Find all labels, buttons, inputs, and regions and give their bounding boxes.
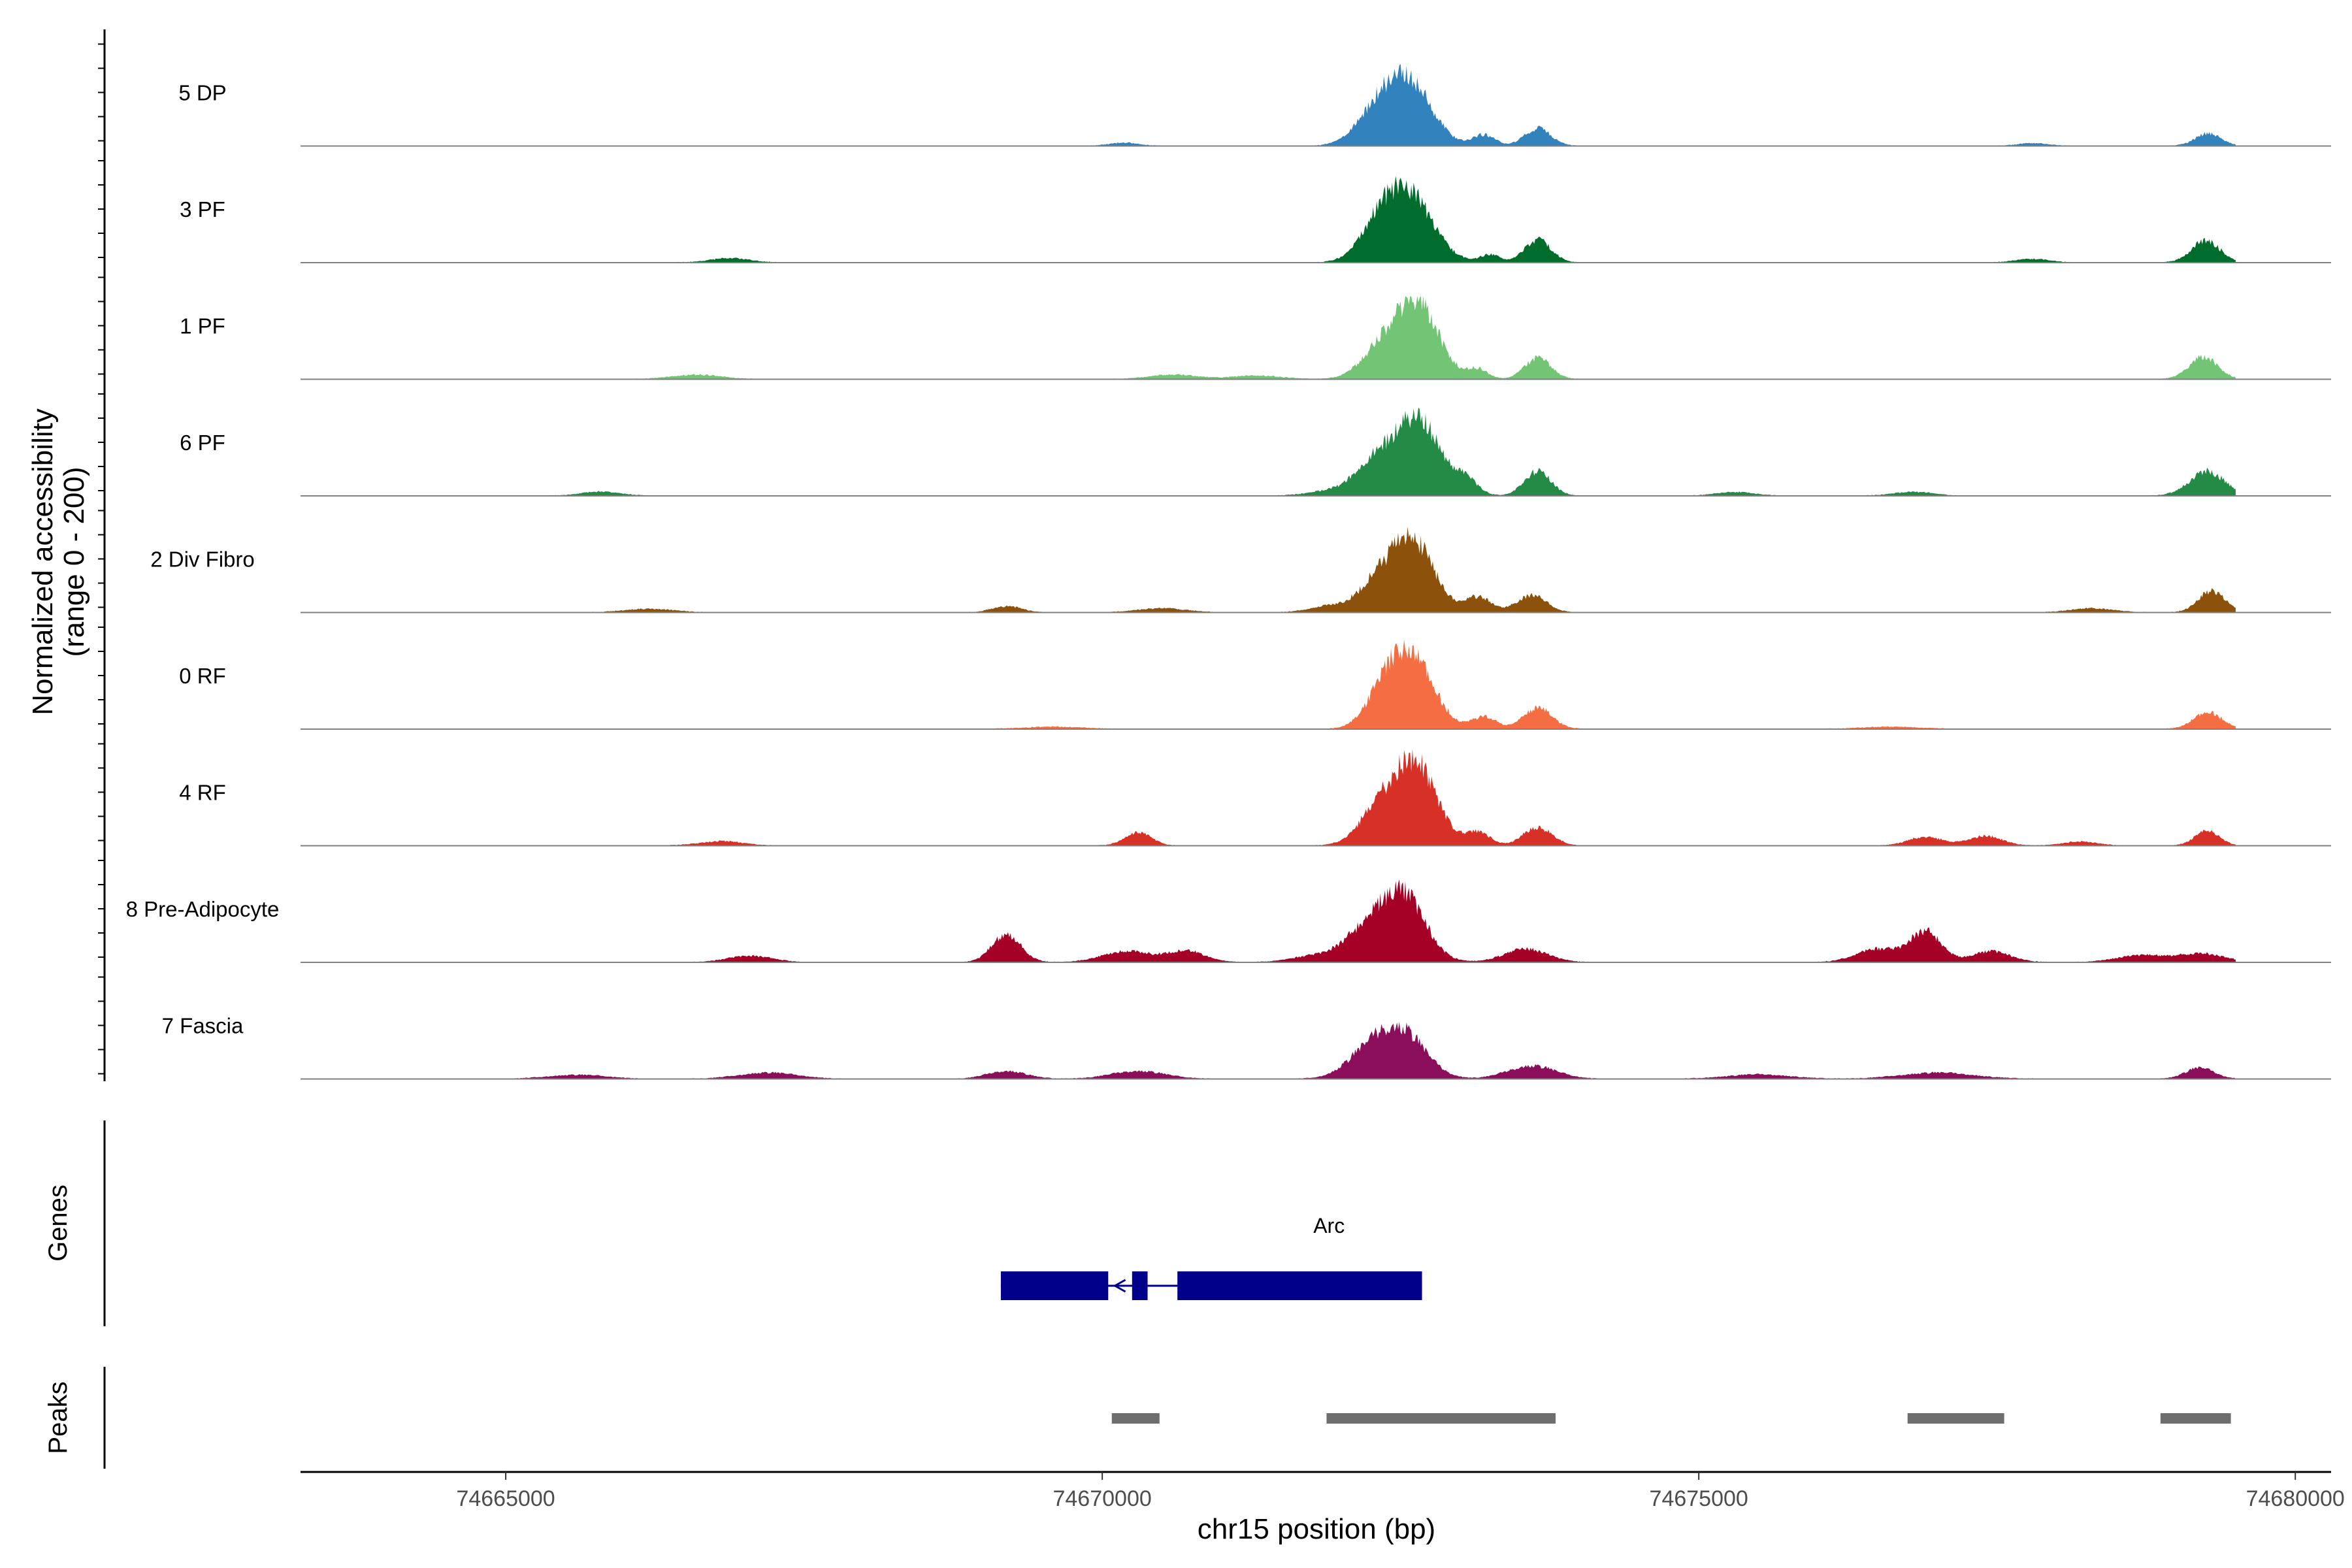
- track-5-dp: 5 DP: [178, 63, 2331, 147]
- gene-exon: [1000, 1271, 1109, 1300]
- track-label: 3 PF: [180, 197, 225, 221]
- track-label: 5 DP: [178, 81, 226, 105]
- x-tick-label: 74670000: [1053, 1486, 1151, 1511]
- genes-panel: Genes Arc: [44, 1120, 1422, 1326]
- coverage-area: [482, 407, 2236, 496]
- strand-arrow: [1113, 1279, 1126, 1293]
- coverage-area: [482, 295, 2236, 380]
- track-7-fascia: 7 Fascia: [162, 1014, 2331, 1080]
- coverage-area: [482, 527, 2236, 613]
- y-axis-title-line1: Normalized accessibility: [27, 408, 59, 715]
- coverage-area: [482, 176, 2236, 263]
- peaks-panel: Peaks: [44, 1367, 2231, 1469]
- track-6-pf: 6 PF: [180, 407, 2331, 497]
- x-axis-title: chr15 position (bp): [1198, 1513, 1435, 1545]
- track-1-pf: 1 PF: [180, 295, 2331, 380]
- y-axis: [98, 29, 106, 1081]
- track-label: 6 PF: [180, 431, 225, 455]
- coverage-area: [482, 63, 2236, 146]
- coverage-area: [482, 640, 2236, 729]
- track-label: 8 Pre-Adipocyte: [126, 897, 280, 921]
- gene-exon: [1132, 1271, 1148, 1300]
- x-tick-label: 74665000: [456, 1486, 555, 1511]
- peaks-panel-title: Peaks: [44, 1381, 73, 1454]
- gene-label: Arc: [1313, 1214, 1345, 1237]
- peak-region: [1326, 1413, 1556, 1424]
- coverage-area: [482, 749, 2236, 846]
- x-axis: 74665000 74670000 74675000 74680000: [301, 1471, 2345, 1511]
- y-axis-title-line2: (range 0 - 200): [58, 466, 90, 657]
- track-label: 1 PF: [180, 314, 225, 338]
- track-2-div-fibro: 2 Div Fibro: [150, 527, 2331, 613]
- coverage-area: [482, 1022, 2236, 1079]
- gene-arc: Arc: [1000, 1214, 1422, 1300]
- track-label: 0 RF: [179, 664, 226, 688]
- x-tick-label: 74675000: [1650, 1486, 1748, 1511]
- track-8-pre-adipocyte: 8 Pre-Adipocyte: [126, 879, 2331, 963]
- gene-models: Arc: [1000, 1214, 1422, 1300]
- peak-region: [1111, 1413, 1160, 1424]
- track-4-rf: 4 RF: [179, 749, 2331, 847]
- peak-regions: [1111, 1413, 2231, 1424]
- genes-panel-title: Genes: [44, 1184, 73, 1262]
- track-0-rf: 0 RF: [179, 640, 2331, 730]
- coverage-area: [482, 879, 2236, 962]
- coverage-tracks: 5 DP 3 PF 1 PF 6 PF 2 Div Fibro 0 RF 4 RF 8 Pre…: [126, 63, 2331, 1080]
- peak-region: [1907, 1413, 2004, 1424]
- peak-region: [2160, 1413, 2231, 1424]
- track-label: 7 Fascia: [162, 1014, 244, 1038]
- x-tick-label: 74680000: [2246, 1486, 2345, 1511]
- gene-exon: [1177, 1271, 1422, 1300]
- track-label: 4 RF: [179, 781, 226, 805]
- track-3-pf: 3 PF: [180, 176, 2331, 263]
- track-label: 2 Div Fibro: [150, 547, 255, 572]
